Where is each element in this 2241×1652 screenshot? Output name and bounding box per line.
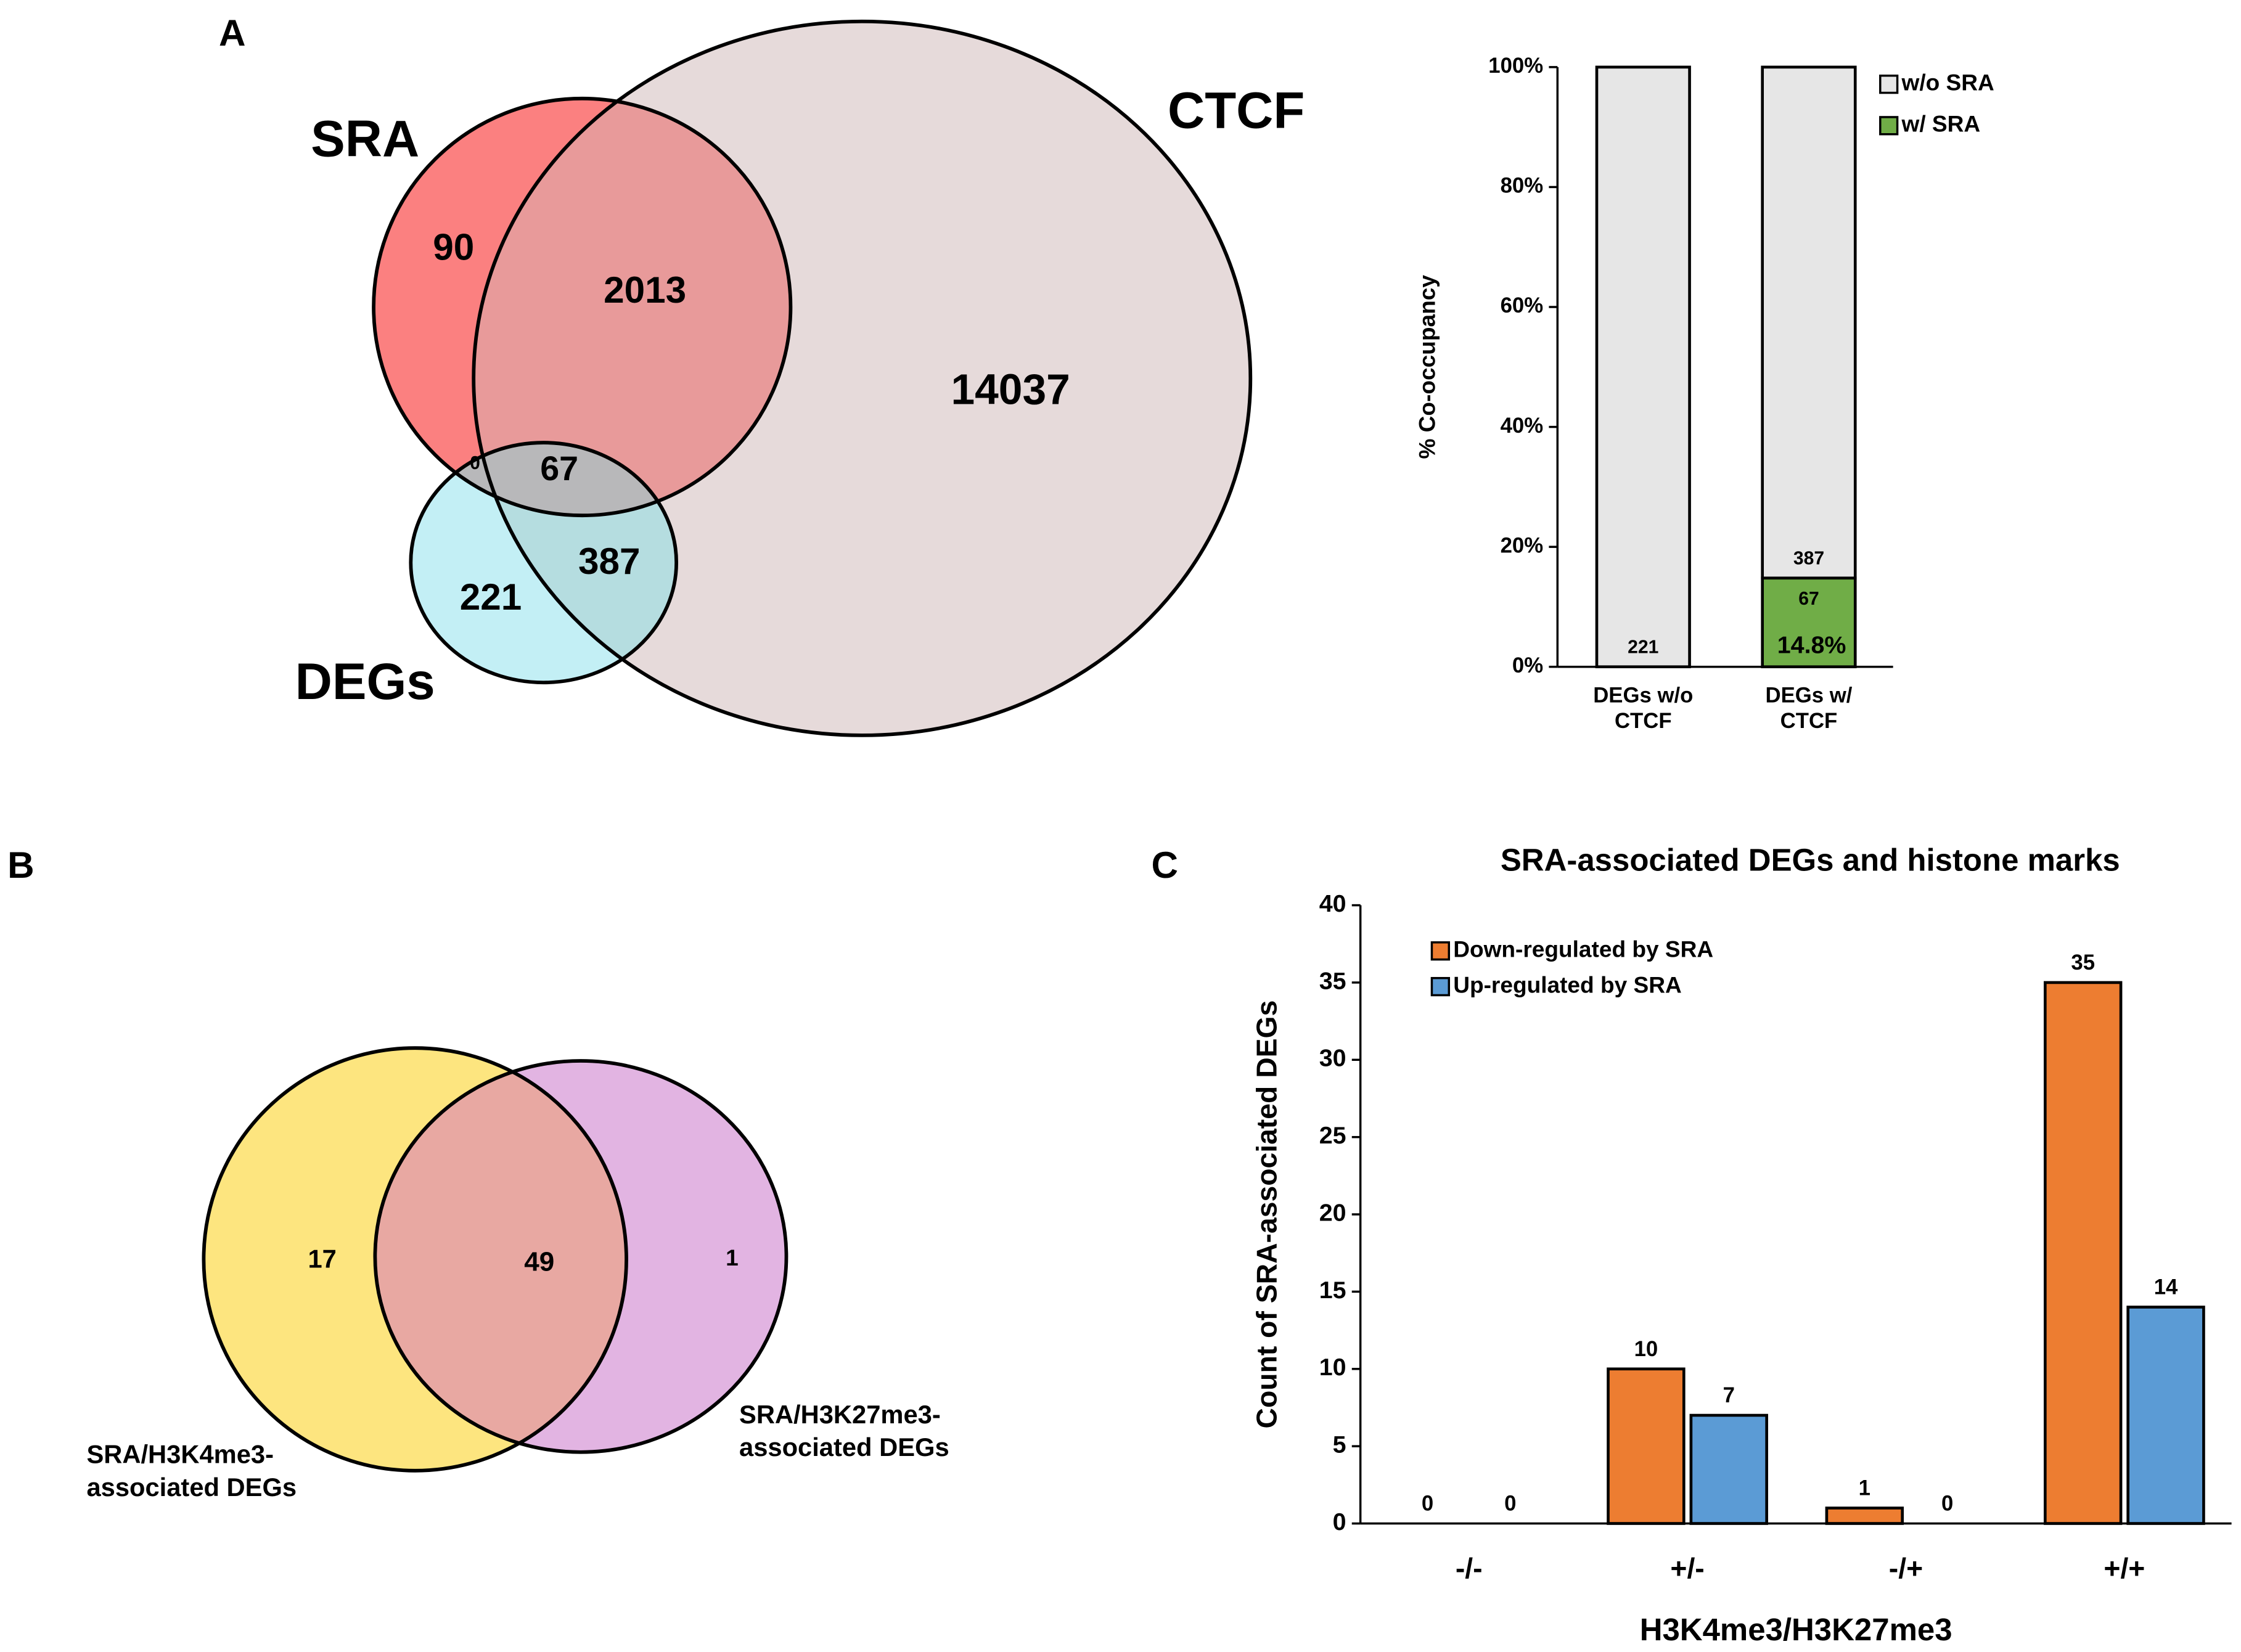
value-label: 35 <box>2071 951 2095 975</box>
y-axis-label: Count of SRA-associated DEGs <box>1251 1000 1283 1429</box>
set-label: SRA <box>311 110 419 168</box>
value-label: 1 <box>1859 1477 1870 1500</box>
legend-label: Up-regulated by SRA <box>1453 971 1682 997</box>
bar <box>2126 1306 2205 1525</box>
panel-label: A <box>219 12 246 54</box>
venn-outline <box>372 96 793 518</box>
venn-outline <box>409 441 679 685</box>
bar <box>1689 1413 1768 1525</box>
bar <box>1825 1507 1904 1525</box>
value-label: 0 <box>1941 1492 1953 1516</box>
value-label: 7 <box>1723 1384 1735 1407</box>
y-tick-label: 80% <box>1501 174 1544 198</box>
bar <box>1607 1367 1686 1525</box>
y-tick-label: 0 <box>1333 1508 1346 1535</box>
y-tick-label: 5 <box>1333 1431 1346 1458</box>
x-tick-label: -/+ <box>1889 1552 1923 1584</box>
region-count: 2013 <box>604 269 686 311</box>
y-tick-label: 40 <box>1319 890 1346 917</box>
bar <box>1761 65 1857 580</box>
y-tick-label: 20% <box>1501 534 1544 557</box>
panel-label: C <box>1152 844 1179 886</box>
x-axis-label: H3K4me3/H3K27me3 <box>1640 1612 1952 1647</box>
y-axis-label: % Co-occupancy <box>1414 275 1440 459</box>
legend-label: w/ SRA <box>1901 111 1981 137</box>
region-count: 1 <box>726 1245 739 1270</box>
value-label: 14.8% <box>1777 632 1846 659</box>
region-count: 49 <box>524 1247 554 1277</box>
legend-label: w/o SRA <box>1901 69 1994 95</box>
value-label: 10 <box>1634 1338 1658 1361</box>
value-label: 0 <box>1504 1492 1516 1516</box>
y-tick-label: 25 <box>1319 1122 1346 1149</box>
bar <box>2044 981 2123 1525</box>
legend-label: Down-regulated by SRA <box>1453 936 1713 962</box>
venn-outline <box>373 1059 789 1454</box>
region-clip <box>473 98 791 516</box>
set-label: SRA/H3K27me3-associated DEGs <box>739 1400 949 1462</box>
y-tick-label: 10 <box>1319 1354 1346 1381</box>
venn-outline <box>472 19 1253 737</box>
x-tick-label: +/+ <box>2104 1552 2145 1584</box>
legend-swatch <box>1430 976 1450 997</box>
count-label: 221 <box>1628 637 1658 658</box>
x-tick-label: DEGs w/o CTCF <box>1593 684 1693 734</box>
region-count: 14037 <box>951 365 1070 413</box>
region-count: 90 <box>433 226 474 268</box>
x-tick-label: +/- <box>1670 1552 1704 1584</box>
venn-region <box>473 443 677 683</box>
count-label: 67 <box>1798 589 1819 609</box>
region-clip <box>375 1061 627 1452</box>
x-tick-label: DEGs w/CTCF <box>1766 684 1853 734</box>
legend-swatch <box>1879 116 1899 136</box>
y-tick-label: 100% <box>1488 54 1543 78</box>
venn-outline <box>202 1046 628 1473</box>
value-label: 14 <box>2154 1276 2178 1299</box>
venn-region <box>375 1061 627 1452</box>
set-label: CTCF <box>1168 81 1305 139</box>
bar <box>1595 65 1691 669</box>
region-count: 0 <box>470 453 480 473</box>
y-tick-label: 0% <box>1512 654 1543 677</box>
legend-swatch <box>1879 75 1899 94</box>
y-tick-label: 30 <box>1319 1045 1346 1072</box>
chart-title: SRA-associated DEGs and histone marks <box>1501 843 2120 878</box>
venn-region <box>473 98 791 516</box>
legend-swatch <box>1430 941 1450 961</box>
region-count: 17 <box>308 1244 336 1273</box>
region-count: 67 <box>540 449 578 488</box>
region-count: 387 <box>578 540 640 582</box>
y-tick-label: 40% <box>1501 414 1544 438</box>
y-tick-label: 60% <box>1501 294 1544 317</box>
panel-label: B <box>7 844 35 886</box>
y-tick-label: 35 <box>1319 967 1346 994</box>
y-tick-label: 15 <box>1319 1277 1346 1304</box>
set-label: DEGs <box>295 653 435 710</box>
value-label: 0 <box>1422 1492 1433 1516</box>
region-count: 221 <box>460 576 522 618</box>
region-clip <box>473 443 677 683</box>
count-label: 387 <box>1793 549 1824 569</box>
y-tick-label: 20 <box>1319 1199 1346 1226</box>
x-tick-label: -/- <box>1456 1552 1483 1584</box>
set-label: SRA/H3K4me3-associated DEGs <box>86 1440 297 1502</box>
